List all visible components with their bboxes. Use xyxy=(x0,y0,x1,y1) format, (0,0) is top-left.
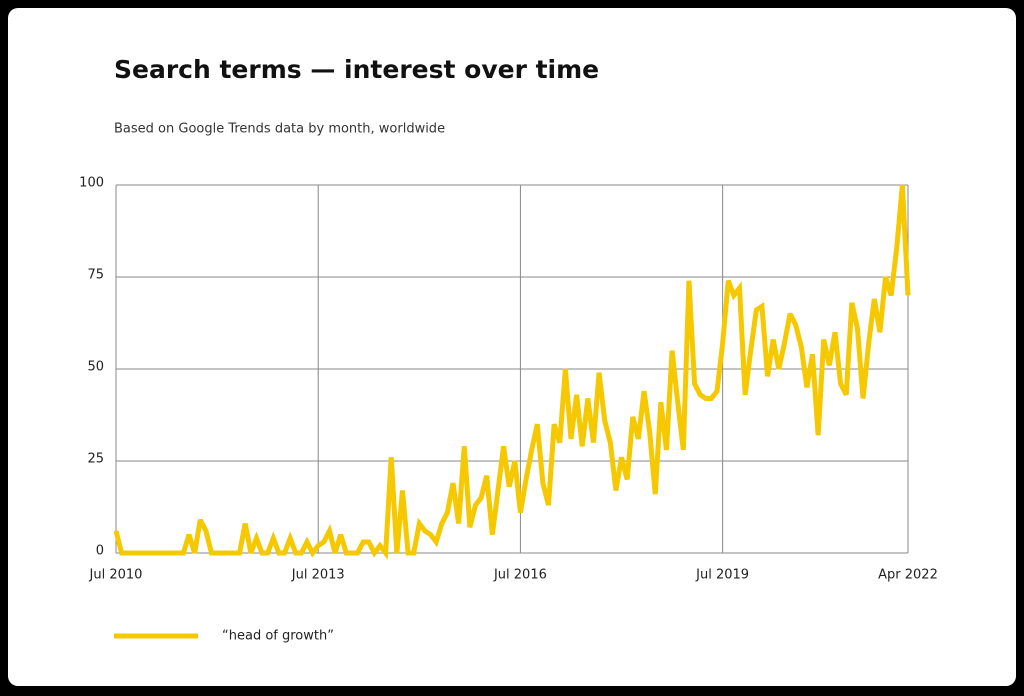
x-tick-label: Jul 2019 xyxy=(695,568,749,583)
card xyxy=(8,8,1016,686)
y-tick-label: 75 xyxy=(87,268,104,283)
x-tick-label: Jul 2013 xyxy=(291,568,345,583)
x-tick-label: Jul 2010 xyxy=(89,568,143,583)
y-tick-label: 25 xyxy=(87,452,104,467)
x-tick-label: Apr 2022 xyxy=(878,568,938,583)
legend-label: “head of growth” xyxy=(222,629,334,644)
y-tick-label: 50 xyxy=(87,360,104,375)
y-tick-label: 100 xyxy=(79,176,104,191)
chart-title: Search terms — interest over time xyxy=(114,55,599,84)
y-tick-label: 0 xyxy=(96,544,104,559)
series-line xyxy=(113,184,911,560)
x-tick-label: Jul 2016 xyxy=(493,568,547,583)
chart-subtitle: Based on Google Trends data by month, wo… xyxy=(114,122,445,137)
